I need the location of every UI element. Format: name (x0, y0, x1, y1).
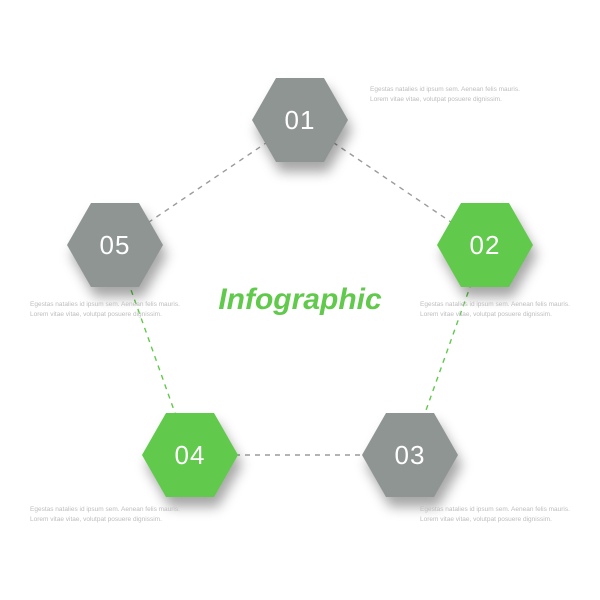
hex-label: 01 (285, 105, 316, 136)
hex-shape: 05 (67, 203, 163, 287)
caption-n5: Egestas natalies id ipsum sem. Aenean fe… (30, 300, 190, 320)
caption-n1: Egestas natalies id ipsum sem. Aenean fe… (370, 85, 530, 105)
hex-node-05: 05 (67, 203, 163, 287)
hex-shape: 04 (142, 413, 238, 497)
hex-shape: 02 (437, 203, 533, 287)
hex-node-03: 03 (362, 413, 458, 497)
infographic-stage: Infographic 01 02 03 04 05 Egestas natalies i… (0, 0, 600, 600)
hex-node-02: 02 (437, 203, 533, 287)
hex-shape: 01 (252, 78, 348, 162)
caption-n2: Egestas natalies id ipsum sem. Aenean fe… (420, 300, 580, 320)
caption-n3: Egestas natalies id ipsum sem. Aenean fe… (420, 505, 580, 525)
hex-label: 03 (395, 440, 426, 471)
caption-n4: Egestas natalies id ipsum sem. Aenean fe… (30, 505, 190, 525)
hex-label: 05 (100, 230, 131, 261)
hex-label: 02 (470, 230, 501, 261)
hex-label: 04 (175, 440, 206, 471)
hex-node-04: 04 (142, 413, 238, 497)
hex-shape: 03 (362, 413, 458, 497)
center-title: Infographic (218, 283, 381, 317)
hex-node-01: 01 (252, 78, 348, 162)
